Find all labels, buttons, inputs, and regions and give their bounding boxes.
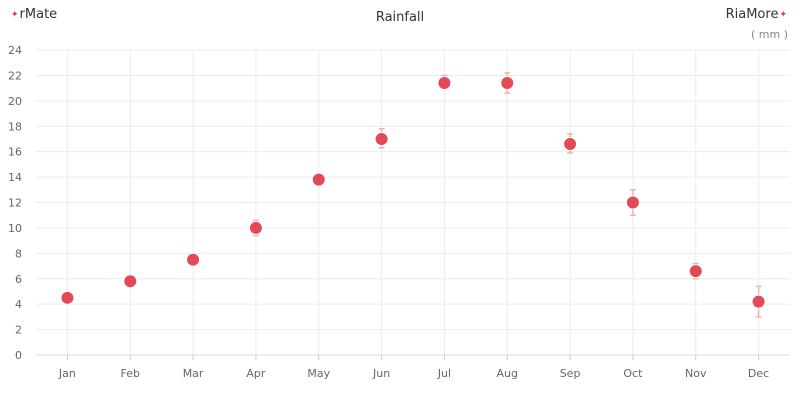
data-point — [60, 290, 75, 305]
y-unit-label: ( mm ) — [750, 28, 788, 41]
x-tick-label: May — [307, 367, 330, 380]
x-tick-label: Feb — [121, 367, 140, 380]
data-point — [374, 131, 389, 146]
chart-title: Rainfall — [375, 10, 425, 25]
data-point — [123, 274, 138, 289]
y-tick-label: 12 — [8, 197, 22, 210]
data-point — [500, 76, 515, 91]
y-tick-label: 0 — [15, 349, 22, 362]
brand-left-label: rMate — [19, 7, 58, 22]
y-tick-label: 14 — [8, 171, 22, 184]
x-tick-label: Oct — [623, 367, 643, 380]
y-tick-label: 24 — [8, 44, 22, 57]
data-point — [688, 264, 703, 279]
x-tick-label: Mar — [183, 367, 204, 380]
x-tick-label: Apr — [246, 367, 266, 380]
x-tick-label: Jan — [58, 367, 76, 380]
x-tick-label: Aug — [497, 367, 518, 380]
sparkle-icon: ✦ — [779, 9, 787, 20]
x-tick-label: Dec — [748, 367, 769, 380]
x-tick-label: Jun — [372, 367, 390, 380]
data-point — [248, 220, 263, 235]
data-point — [186, 252, 201, 267]
data-point — [625, 195, 640, 210]
y-tick-label: 22 — [8, 69, 22, 82]
brand-logo-right: RiaMore ✦ — [726, 7, 788, 22]
data-point — [311, 172, 326, 187]
brand-logo-left: ✦ rMate — [10, 7, 57, 22]
data-point — [563, 137, 578, 152]
x-tick-label: Nov — [685, 367, 707, 380]
x-tick-label: Jul — [437, 367, 451, 380]
y-tick-label: 4 — [15, 298, 22, 311]
y-tick-label: 6 — [15, 273, 22, 286]
y-tick-label: 16 — [8, 146, 22, 159]
data-point — [437, 76, 452, 91]
y-tick-label: 8 — [15, 247, 22, 260]
y-tick-label: 18 — [8, 120, 22, 133]
sparkle-icon: ✦ — [11, 9, 19, 20]
y-tick-label: 2 — [15, 324, 22, 337]
brand-right-label: RiaMore — [725, 7, 779, 22]
y-tick-label: 10 — [8, 222, 22, 235]
data-point — [751, 294, 766, 309]
y-tick-label: 20 — [8, 95, 22, 108]
x-tick-label: Sep — [560, 367, 581, 380]
